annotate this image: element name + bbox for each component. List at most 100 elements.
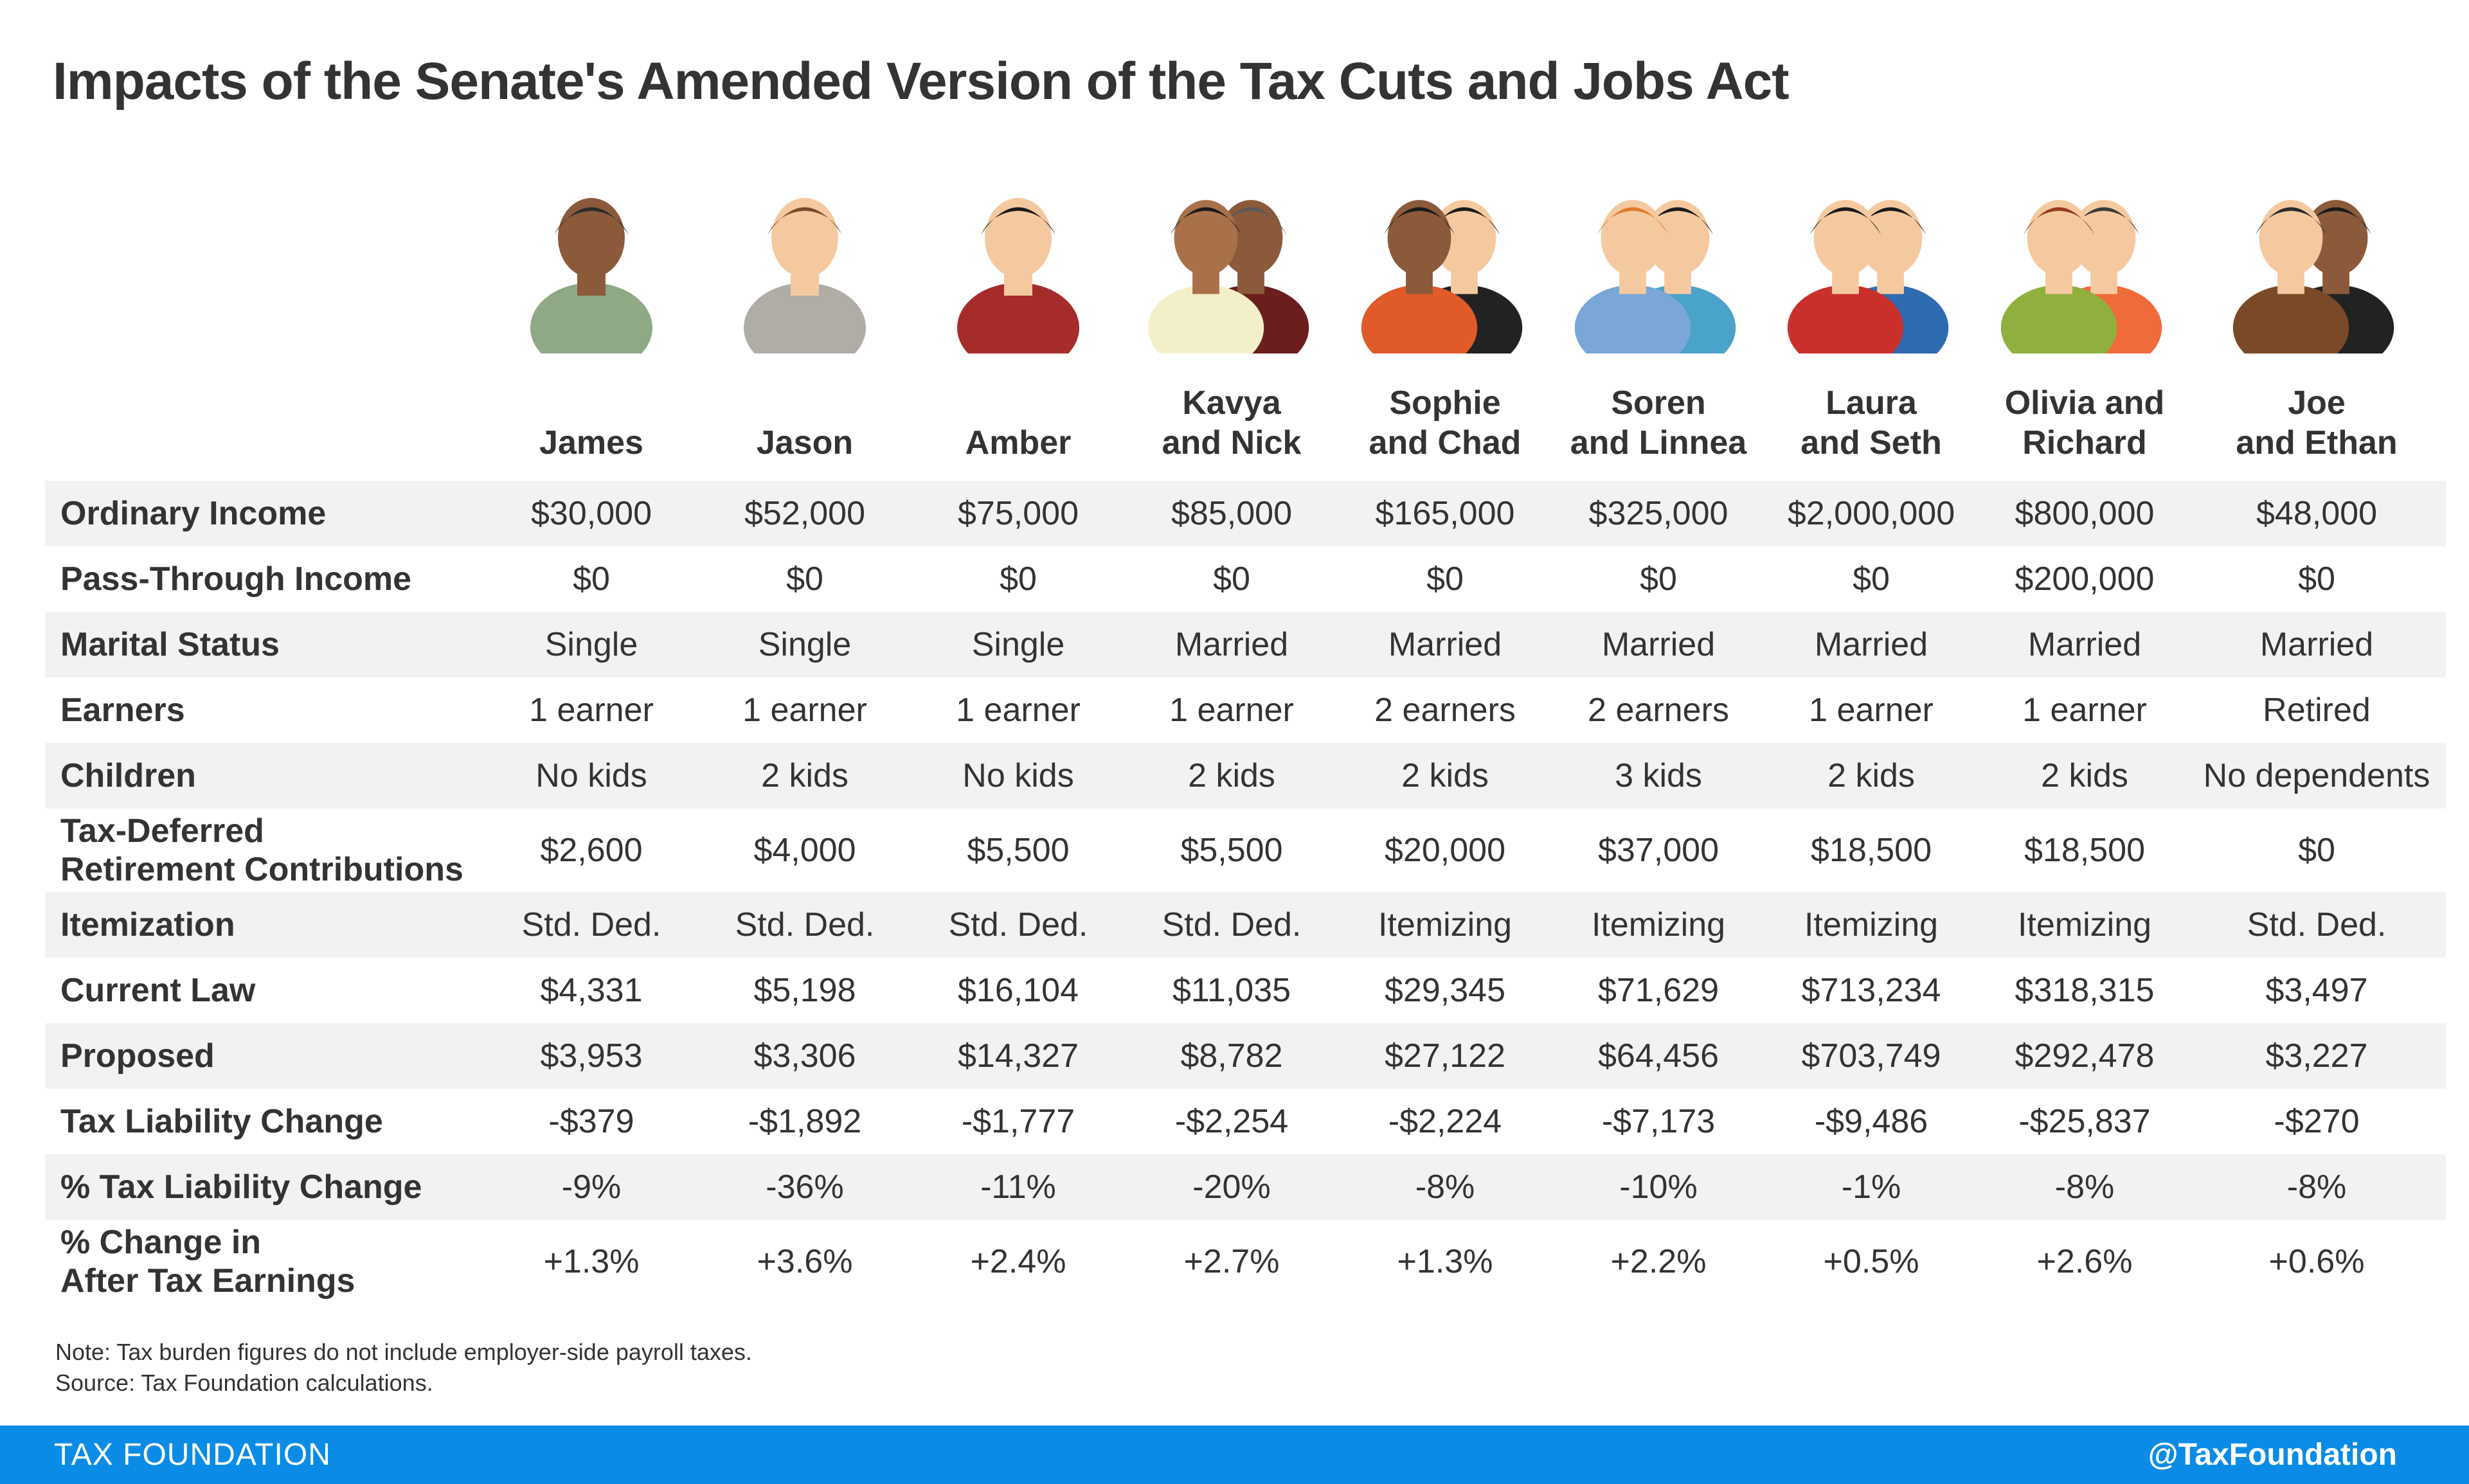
table-cell: $14,327 — [958, 1037, 1079, 1075]
table-cell: +1.3% — [543, 1243, 640, 1280]
table-cell: $0 — [2298, 832, 2335, 869]
table-cell: $18,500 — [2024, 832, 2145, 869]
table-cell: $4,331 — [540, 972, 643, 1009]
table-cell: +1.3% — [1397, 1243, 1493, 1280]
table-cell: +2.2% — [1610, 1243, 1707, 1280]
table-cell: $3,227 — [2265, 1037, 2368, 1075]
table-cell: Std. Ded. — [2247, 906, 2387, 943]
table-cell: 1 earner — [956, 692, 1081, 729]
table-cell: -10% — [1619, 1168, 1698, 1206]
row-label: Itemization — [60, 906, 235, 943]
household-name: Jason — [756, 424, 854, 461]
table-cell: $20,000 — [1385, 832, 1505, 869]
table-cell: $0 — [573, 560, 610, 598]
table-cell: $0 — [1000, 560, 1037, 598]
table-cell: 2 kids — [1401, 757, 1489, 794]
row-label: Tax Liability Change — [60, 1103, 383, 1140]
table-cell: $0 — [2298, 560, 2335, 598]
table-cell: -9% — [561, 1168, 622, 1206]
table-cell: $27,122 — [1385, 1037, 1505, 1075]
table-cell: $4,000 — [753, 832, 856, 869]
table-cell: -$25,837 — [2018, 1103, 2151, 1140]
table-cell: -20% — [1192, 1168, 1271, 1206]
table-row: Itemization Std. Ded. Std. Ded. Std. Ded. St… — [45, 892, 2446, 958]
couple-glasses-icon — [1549, 167, 1768, 353]
footer-handle[interactable]: @TaxFoundation — [2148, 1438, 2397, 1472]
household-name: Joe and Ethan — [2236, 384, 2398, 461]
couple-icon — [1336, 167, 1554, 353]
table-cell: $5,500 — [967, 832, 1070, 869]
avatar-row — [0, 167, 2469, 353]
table-cell: Std. Ded. — [1162, 906, 1302, 943]
table-cell: $30,000 — [531, 495, 652, 532]
table-cell: $11,035 — [1172, 972, 1291, 1009]
table-row: Marital Status Single Single Single Married M… — [45, 612, 2446, 677]
notes: Note: Tax burden figures do not include … — [55, 1337, 752, 1399]
table-cell: -8% — [2286, 1168, 2347, 1206]
household-name: James — [539, 424, 643, 461]
table-cell: -8% — [2054, 1168, 2115, 1206]
table-cell: -$1,892 — [748, 1103, 862, 1140]
table-cell: Married — [1388, 626, 1502, 663]
table-cell: -36% — [766, 1168, 844, 1206]
table-cell: -$7,173 — [1601, 1103, 1716, 1140]
source-line: Source: Tax Foundation calculations. — [55, 1370, 433, 1396]
row-label: Tax-Deferred Retirement Contributions — [60, 812, 463, 888]
household-name: Olivia and Richard — [2004, 384, 2165, 461]
table-cell: 2 earners — [1374, 692, 1516, 729]
table-cell: +3.6% — [757, 1243, 853, 1280]
couple-icon — [1762, 167, 1980, 353]
table-cell: $0 — [786, 560, 823, 598]
table-cell: 2 kids — [1188, 757, 1275, 794]
table-cell: Std. Ded. — [735, 906, 875, 943]
table-row: Ordinary Income $30,000 $52,000 $75,000 $85,… — [45, 481, 2446, 546]
household-name: Soren and Linnea — [1570, 384, 1747, 461]
table-row: Current Law $4,331 $5,198 $16,104 $11,035 $29… — [45, 958, 2446, 1023]
table-cell: Std. Ded. — [521, 906, 661, 943]
table-cell: 3 kids — [1615, 757, 1702, 794]
household-name: Laura and Seth — [1800, 384, 1942, 461]
table-cell: 2 kids — [1827, 757, 1915, 794]
table-cell: -$2,224 — [1388, 1103, 1502, 1140]
table-cell: $713,234 — [1801, 972, 1941, 1009]
table-cell: 2 kids — [2041, 757, 2128, 794]
woman-icon — [909, 167, 1127, 353]
table-cell: No kids — [535, 757, 647, 794]
row-label: % Change in After Tax Earnings — [60, 1224, 355, 1300]
tax-impact-table: Ordinary Income $30,000 $52,000 $75,000 $85,… — [45, 481, 2446, 1303]
table-cell: 2 kids — [761, 757, 848, 794]
row-label: Proposed — [60, 1037, 215, 1075]
table-cell: +0.6% — [2268, 1243, 2365, 1280]
table-cell: $165,000 — [1375, 495, 1515, 532]
table-row: Earners 1 earner 1 earner 1 earner 1 earner 2… — [45, 677, 2446, 743]
man-beard-icon — [696, 167, 914, 353]
table-cell: $3,306 — [753, 1037, 856, 1075]
household-name: Amber — [965, 424, 1072, 461]
table-cell: +2.6% — [2036, 1243, 2133, 1280]
table-cell: $8,782 — [1180, 1037, 1283, 1075]
table-cell: Married — [2027, 626, 2142, 663]
table-cell: Single — [758, 626, 852, 663]
row-label: Marital Status — [60, 626, 280, 663]
table-cell: Itemizing — [1804, 906, 1939, 943]
table-cell: -$2,254 — [1174, 1103, 1289, 1140]
table-row: Children No kids 2 kids No kids 2 kids 2 kids… — [45, 743, 2446, 809]
table-cell: 1 earner — [1169, 692, 1294, 729]
table-cell: $800,000 — [2015, 495, 2155, 532]
table-row: Pass-Through Income $0 $0 $0 $0 $0 $0 $0 $200,00… — [45, 546, 2446, 612]
table-cell: Itemizing — [1591, 906, 1726, 943]
table-cell: -8% — [1415, 1168, 1475, 1206]
man-glasses-afro-icon — [482, 167, 701, 353]
table-cell: $703,749 — [1801, 1037, 1941, 1075]
table-cell: 2 earners — [1588, 692, 1729, 729]
table-cell: Single — [971, 626, 1065, 663]
table-row: % Change in After Tax Earnings +1.3% +3.6%… — [45, 1220, 2446, 1303]
table-cell: $52,000 — [744, 495, 865, 532]
table-cell: $85,000 — [1171, 495, 1292, 532]
table-cell: $5,500 — [1180, 832, 1283, 869]
table-cell: $29,345 — [1385, 972, 1505, 1009]
row-label: % Tax Liability Change — [60, 1168, 422, 1206]
table-row: Tax Liability Change -$379 -$1,892 -$1,777 -… — [45, 1089, 2446, 1154]
table-cell: $5,198 — [753, 972, 856, 1009]
table-row: Tax-Deferred Retirement Contributions $2,… — [45, 809, 2446, 892]
